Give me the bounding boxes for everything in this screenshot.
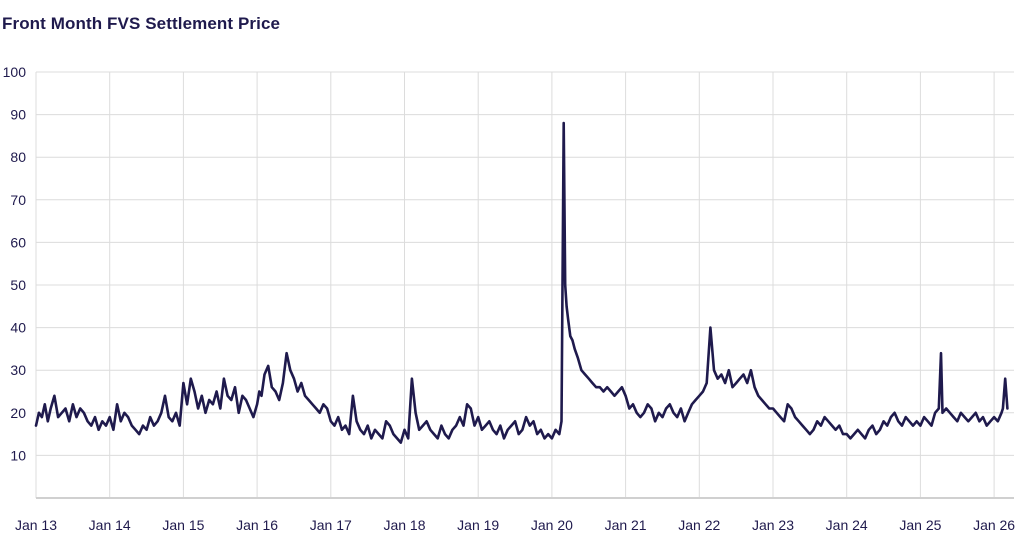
x-tick-label: Jan 13 bbox=[15, 517, 57, 533]
x-tick-label: Jan 17 bbox=[310, 517, 352, 533]
x-tick-label: Jan 16 bbox=[236, 517, 278, 533]
y-tick-label: 70 bbox=[10, 192, 26, 208]
y-tick-label: 30 bbox=[10, 362, 26, 378]
x-tick-label: Jan 20 bbox=[531, 517, 573, 533]
y-tick-label: 90 bbox=[10, 107, 26, 123]
x-tick-label: Jan 23 bbox=[752, 517, 794, 533]
x-tick-label: Jan 18 bbox=[383, 517, 425, 533]
x-tick-label: Jan 19 bbox=[457, 517, 499, 533]
x-tick-label: Jan 14 bbox=[89, 517, 131, 533]
x-tick-label: Jan 15 bbox=[162, 517, 204, 533]
y-tick-label: 10 bbox=[10, 447, 26, 463]
y-tick-label: 80 bbox=[10, 149, 26, 165]
y-tick-label: 40 bbox=[10, 320, 26, 336]
y-tick-label: 50 bbox=[10, 277, 26, 293]
chart-title: Front Month FVS Settlement Price bbox=[2, 14, 281, 33]
price-series-line bbox=[34, 121, 1009, 444]
x-tick-label: Jan 25 bbox=[899, 517, 941, 533]
x-tick-label: Jan 24 bbox=[826, 517, 868, 533]
x-tick-label: Jan 21 bbox=[605, 517, 647, 533]
y-tick-label: 20 bbox=[10, 405, 26, 421]
x-tick-label: Jan 26 bbox=[973, 517, 1015, 533]
x-tick-label: Jan 22 bbox=[678, 517, 720, 533]
y-tick-label: 60 bbox=[10, 234, 26, 250]
y-tick-label: 100 bbox=[3, 64, 27, 80]
